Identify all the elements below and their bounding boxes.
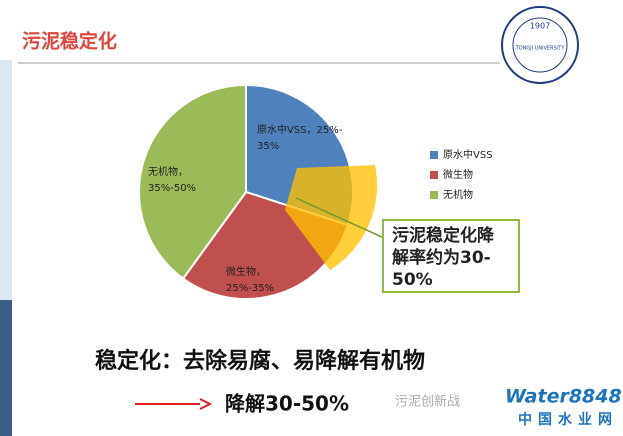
bottom-text: 稳定化：去除易腐、易降解有机物	[95, 348, 425, 374]
legend-label: 微生物	[443, 168, 473, 181]
legend-swatch	[430, 171, 438, 179]
logo: 1907 TONGJI UNIVERSITY	[501, 6, 579, 84]
side-stripe	[0, 60, 12, 300]
callout-line: 污泥稳定化降	[392, 225, 495, 246]
legend-label: 原水中VSS	[443, 148, 493, 161]
data-label: 35%-50%	[148, 183, 196, 194]
data-label: 微生物，	[226, 265, 266, 278]
data-label: 无机物，	[148, 165, 188, 178]
data-label: 35%	[257, 141, 279, 152]
watermark: 污泥创新战	[395, 394, 460, 410]
site-brand: Water8848	[505, 386, 622, 408]
logo-text: TONGJI UNIVERSITY	[515, 46, 566, 52]
bottom-text: 降解30-50%	[225, 392, 349, 416]
data-label: 原水中VSS，25%-	[257, 123, 343, 136]
legend-swatch	[430, 151, 438, 159]
callout-box	[382, 219, 520, 293]
logo-ring	[501, 6, 579, 84]
callout-line: 解率约为30-	[392, 247, 491, 268]
highlight-wedge	[285, 165, 378, 270]
legend-swatch	[430, 191, 438, 199]
logo-year: 1907	[530, 22, 550, 31]
pie-slice	[138, 83, 247, 280]
slide-title: 污泥稳定化	[22, 30, 117, 53]
site-name: 中国水业网	[518, 411, 618, 428]
arrow-head	[199, 398, 213, 410]
logo-ring-inner	[512, 17, 568, 73]
legend-label: 无机物	[443, 188, 473, 201]
side-stripe-dark	[0, 300, 12, 436]
callout-line: 50%	[392, 270, 433, 290]
callout-leader	[295, 197, 385, 239]
data-label: 25%-35%	[226, 283, 274, 294]
